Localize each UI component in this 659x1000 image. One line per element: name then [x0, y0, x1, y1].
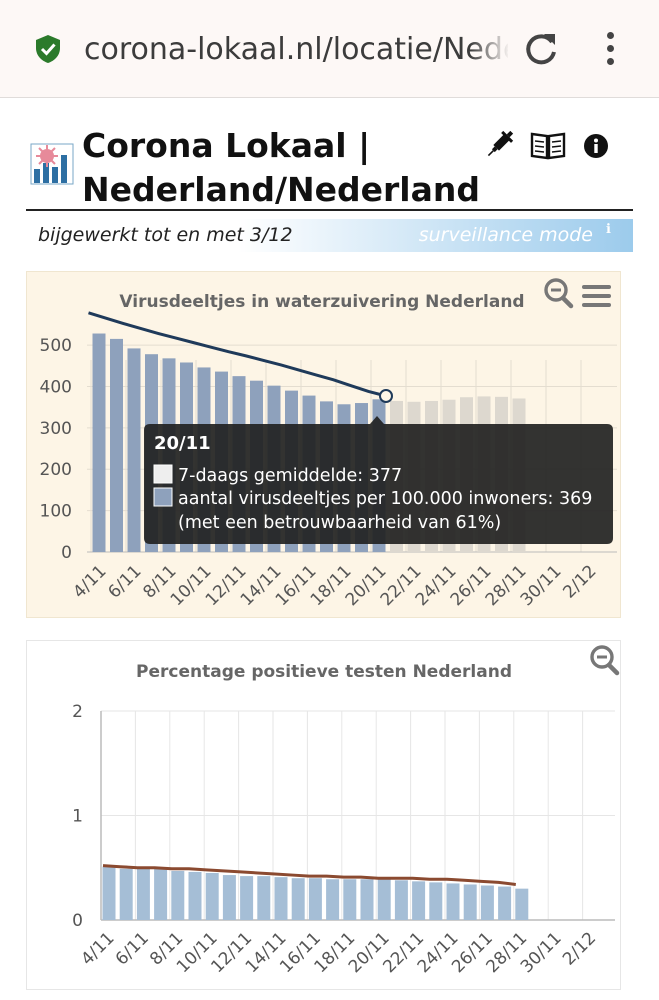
browser-url-bar: corona-lokaal.nl/locatie/Nederland/Neder…: [0, 0, 659, 98]
tooltip-swatch-line: [153, 464, 173, 484]
chart2-bar: [102, 866, 116, 920]
tooltip-line2: aantal virusdeeltjes per 100.000 inwoner…: [178, 489, 592, 509]
chart2-bar: [171, 870, 185, 920]
tooltip-date: 20/11: [154, 433, 211, 454]
chart2-bar: [360, 879, 374, 920]
chart2-x-tick: 6/11: [112, 928, 153, 969]
chart2-bar: [257, 876, 271, 920]
tooltip-swatch-bar: [153, 487, 173, 507]
chart2-title: Percentage positieve testen Nederland: [136, 662, 512, 682]
chart2-x-tick: 4/11: [77, 928, 118, 969]
chart1-x-tick: 6/11: [104, 561, 145, 602]
url-fade: [470, 26, 510, 74]
chart2-bar: [119, 868, 133, 920]
book-icon[interactable]: [530, 130, 566, 160]
mode-info-icon[interactable]: ℹ: [606, 222, 611, 237]
chart1-bar: [110, 338, 123, 552]
chart2-bar: [188, 871, 202, 920]
chart1-y-tick: 300: [40, 419, 72, 439]
chart2-bar: [274, 877, 288, 920]
more-vert-icon[interactable]: [598, 30, 622, 68]
tooltip-line1: 7-daags gemiddelde: 377: [178, 466, 402, 486]
chart2-x-tick: 2/12: [559, 928, 600, 969]
chart1-series-line: [88, 311, 387, 398]
chart1-y-tick: 100: [40, 502, 72, 522]
chart2-bar: [515, 888, 529, 920]
chart-card-waterzuivering: Virusdeeltjes in waterzuivering Nederlan…: [26, 271, 621, 618]
shield-check-icon[interactable]: [34, 34, 62, 64]
page-title: Corona Lokaal | Nederland/Nederland: [82, 124, 502, 212]
chart2-bar: [222, 875, 236, 920]
chart-card-positieve-testen: Percentage positieve testen Nederland 0 1…: [26, 640, 621, 990]
chart-positieve-testen[interactable]: Percentage positieve testen Nederland 0 1…: [27, 641, 622, 991]
chart2-bar: [498, 886, 512, 920]
page-title-line2: Nederland/Nederland: [82, 170, 480, 209]
chart-waterzuivering[interactable]: Virusdeeltjes in waterzuivering Nederlan…: [27, 272, 622, 619]
chart1-y-tick: 400: [40, 377, 72, 397]
zoom-out-icon[interactable]: [544, 278, 574, 309]
reload-icon[interactable]: [522, 30, 560, 68]
chart1-y-tick: 200: [40, 460, 72, 480]
chart2-bar: [291, 878, 305, 920]
chart1-x-tick: 30/11: [517, 561, 566, 610]
updated-text: bijgewerkt tot en met 3/12: [38, 224, 293, 246]
menu-icon[interactable]: [582, 285, 611, 307]
status-bar: bijgewerkt tot en met 3/12 surveillance …: [26, 219, 633, 252]
chart2-bar: [480, 885, 494, 920]
page-title-line1: Corona Lokaal |: [82, 126, 371, 165]
chart-tooltip: 20/11 7-daags gemiddelde: 377 aantal vir…: [144, 416, 613, 544]
chart1-bar: [92, 333, 106, 552]
zoom-out-icon[interactable]: [590, 645, 620, 676]
chart2-bar: [429, 882, 443, 920]
chart1-bar: [127, 348, 141, 552]
chart2-bar: [377, 879, 391, 920]
chart2-bar: [326, 879, 340, 920]
chart2-bar: [240, 876, 254, 920]
chart2-bar: [394, 880, 408, 920]
chart1-hover-marker: [379, 389, 393, 403]
chart1-title: Virusdeeltjes in waterzuivering Nederlan…: [119, 292, 524, 312]
chart2-bar: [154, 868, 168, 920]
chart2-bar: [463, 884, 477, 920]
chart2-y-tick: 2: [72, 702, 83, 722]
chart1-y-tick: 0: [61, 543, 72, 563]
chart2-bar: [308, 878, 322, 920]
chart2-bar: [343, 879, 357, 920]
chart2-bar: [205, 872, 219, 920]
chart1-x-tick: 2/12: [559, 561, 600, 602]
chart1-x-tick: 4/11: [69, 561, 110, 602]
info-icon[interactable]: [583, 131, 609, 161]
chart2-y-tick: 0: [72, 911, 83, 931]
url-field[interactable]: corona-lokaal.nl/locatie/Nederland/Neder…: [84, 32, 508, 67]
chart2-trend-line: [102, 864, 516, 886]
syringe-icon[interactable]: [484, 130, 514, 160]
header-divider: [26, 209, 633, 211]
logo-icon: [30, 143, 74, 185]
chart2-y-tick: 1: [72, 807, 83, 827]
tooltip-line3: (met een betrouwbaarheid van 61%): [178, 513, 501, 533]
chart2-bar: [446, 883, 460, 920]
chart2-bar: [412, 881, 426, 920]
chart2-bar: [136, 867, 150, 920]
chart1-y-tick: 500: [40, 336, 72, 356]
surveillance-mode-label[interactable]: surveillance mode: [418, 224, 593, 246]
